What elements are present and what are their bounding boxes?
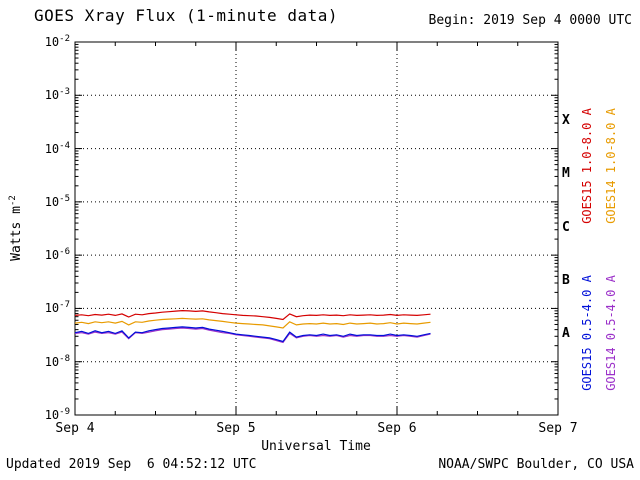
y-axis-label-exponent: -2 bbox=[7, 195, 18, 207]
legend-goes15-0-5-4-0-a: GOES15 0.5-4.0 A bbox=[580, 275, 594, 391]
data-source-credit: NOAA/SWPC Boulder, CO USA bbox=[438, 457, 634, 472]
flux-trace-goes15-1-0-8-0-a bbox=[74, 309, 431, 321]
begin-timestamp: Begin: 2019 Sep 4 0000 UTC bbox=[428, 13, 633, 28]
plot-border bbox=[74, 41, 559, 416]
y-tick-label: 10-9 bbox=[44, 407, 70, 422]
x-tick-label: Sep 4 bbox=[55, 421, 95, 436]
y-axis-label-text: Watts m bbox=[9, 206, 25, 261]
legend-goes14-0-5-4-0-a: GOES14 0.5-4.0 A bbox=[604, 275, 618, 391]
y-tick-label: 10-5 bbox=[44, 193, 70, 209]
flux-trace-goes15-0-5-4-0-a bbox=[74, 326, 431, 343]
x-axis-label: Universal Time bbox=[261, 439, 371, 454]
updated-timestamp: Updated 2019 Sep 6 04:52:12 UTC bbox=[6, 457, 257, 472]
flare-class-label: M bbox=[562, 166, 570, 182]
x-tick-label: Sep 6 bbox=[377, 421, 417, 436]
x-tick-label: Sep 5 bbox=[216, 421, 256, 436]
flare-class-label: B bbox=[562, 272, 570, 288]
y-tick-label: 10-2 bbox=[44, 34, 70, 49]
legend-goes14-1-0-8-0-a: GOES14 1.0-8.0 A bbox=[604, 108, 618, 224]
flare-class-label: X bbox=[562, 112, 570, 128]
flare-class-label: C bbox=[562, 219, 570, 235]
y-tick-label: 10-3 bbox=[44, 87, 70, 103]
page-title: GOES Xray Flux (1-minute data) bbox=[34, 6, 338, 25]
y-tick-label: 10-8 bbox=[44, 353, 70, 369]
legend-goes15-1-0-8-0-a: GOES15 1.0-8.0 A bbox=[580, 108, 594, 224]
y-axis-label: Watts m-2 bbox=[8, 195, 24, 261]
flare-class-label: A bbox=[562, 326, 570, 342]
y-tick-label: 10-4 bbox=[44, 140, 70, 156]
y-tick-label: 10-6 bbox=[44, 247, 70, 263]
flux-trace-goes14-1-0-8-0-a bbox=[74, 317, 431, 329]
y-tick-label: 10-7 bbox=[44, 300, 70, 316]
x-tick-label: Sep 7 bbox=[538, 421, 578, 436]
